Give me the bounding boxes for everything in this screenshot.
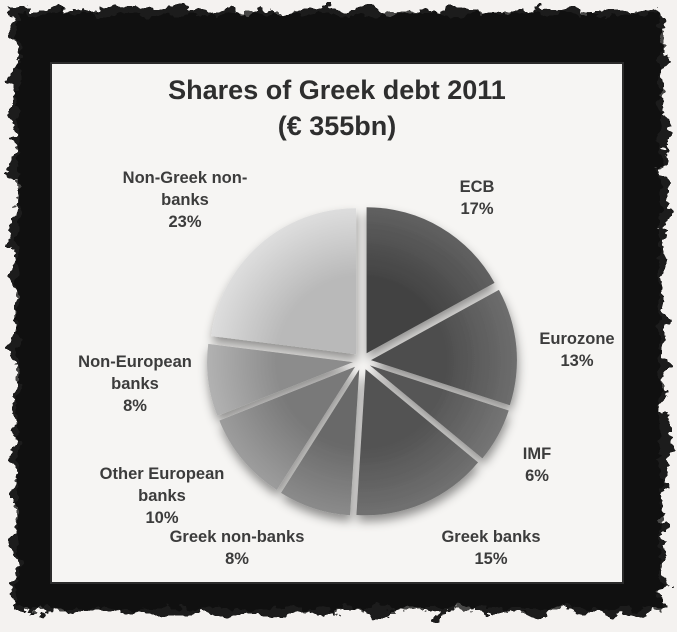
slice-label-other-european-banks: Other European banks 10% [100, 463, 225, 529]
slice-label-line: IMF [522, 445, 552, 463]
slice-label-line: Other European [99, 465, 225, 483]
pie-slice-eurozone [370, 289, 517, 406]
pie-slice-other-european-banks [219, 366, 356, 491]
slice-label-line: 8% [123, 397, 147, 415]
slice-label-line: 17% [460, 200, 494, 218]
pie-slice-non-european-banks [207, 343, 354, 416]
slice-label-line: 15% [474, 550, 508, 568]
slice-label-line: banks [111, 375, 159, 393]
slice-label-non-european-banks: Non-European banks 8% [78, 351, 192, 417]
slice-label-line: 6% [525, 467, 549, 485]
pie-slice-imf [369, 365, 509, 459]
slice-label-line: 23% [168, 213, 202, 231]
slice-label-line: banks [138, 487, 186, 505]
slice-label-imf: IMF 6% [523, 443, 551, 487]
slice-label-line: Greek non-banks [169, 528, 305, 546]
chart-title: Shares of Greek debt 2011 (€ 355bn) [52, 72, 622, 144]
slice-label-line: Non-Greek non- [122, 169, 248, 187]
slice-label-line: 13% [560, 352, 594, 370]
slice-label-line: 8% [225, 550, 249, 568]
slice-label-non-greek-non-banks: Non-Greek non-banks 23% [123, 167, 248, 233]
chart-title-line2: (€ 355bn) [277, 111, 397, 141]
chart-card: Shares of Greek debt 2011 (€ 355bn) ECB 1… [50, 62, 624, 584]
slice-label-ecb: ECB 17% [460, 176, 495, 220]
slice-label-line: Non-European [78, 353, 192, 371]
slice-label-line: Greek banks [441, 528, 541, 546]
slice-label-line: banks [161, 191, 209, 209]
slice-label-line: ECB [459, 178, 495, 196]
pie-slice-greek-non-banks [280, 369, 360, 516]
pie-slice-ecb [366, 207, 495, 354]
slice-label-line: Eurozone [539, 330, 615, 348]
chart-title-line1: Shares of Greek debt 2011 [168, 75, 506, 105]
slice-label-greek-banks: Greek banks 15% [441, 526, 540, 570]
pie-slice-greek-banks [356, 369, 479, 516]
pie-chart [207, 207, 517, 516]
slice-label-greek-non-banks: Greek non-banks 8% [170, 526, 305, 570]
slice-label-eurozone: Eurozone 13% [539, 328, 614, 372]
slice-label-line: 10% [145, 509, 179, 527]
pie-slice-non-greek-non-banks [211, 208, 357, 355]
